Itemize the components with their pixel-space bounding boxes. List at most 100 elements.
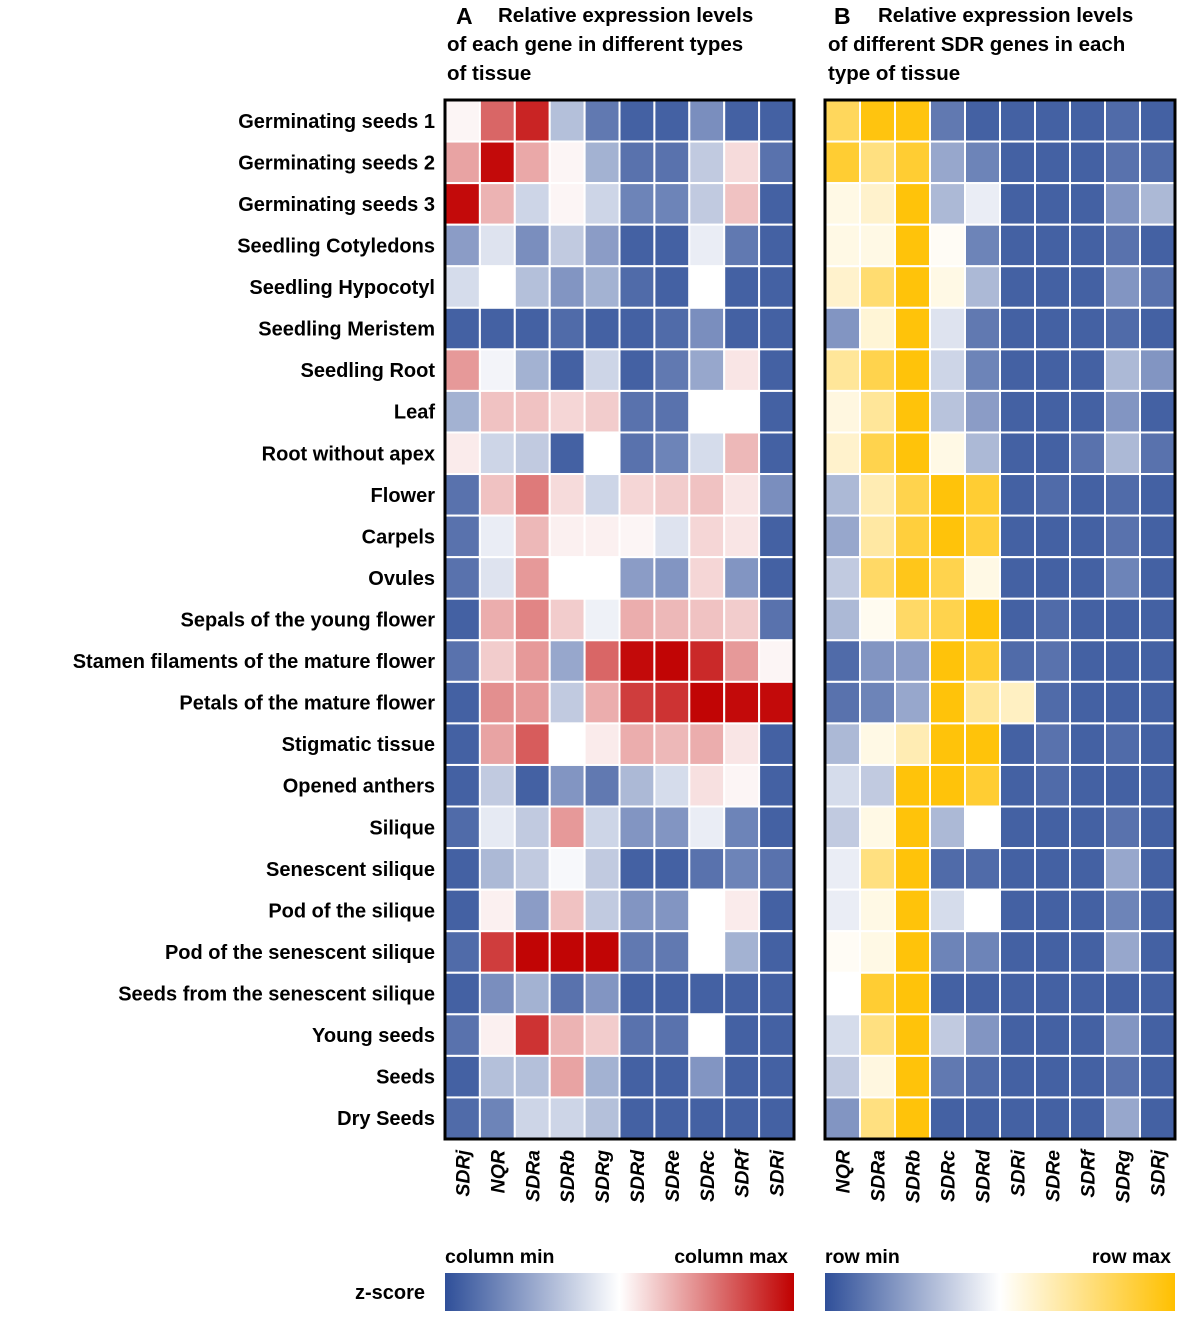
heatmap-b-cell [1069,473,1106,517]
heatmap-a-cell [444,514,481,559]
heatmap-a-cell [548,805,586,850]
heatmap-b-cell [964,722,1001,766]
heatmap-b-cell [859,265,896,309]
row-label: Silique [369,817,435,839]
heatmap-a-cell [478,473,516,517]
heatmap-b-cell [999,556,1036,600]
heatmap-b-cell [964,140,1001,185]
heatmap-a-cell [758,265,795,309]
heatmap-a-cell [618,1013,656,1057]
heatmap-a-cell [723,805,761,850]
heatmap-a-cell [723,140,761,185]
heatmap-b-cell [859,556,896,600]
heatmap-a-cell [513,680,551,725]
heatmap-a-cell [723,223,761,268]
heatmap-a-cell [688,140,726,185]
heatmap-b-cell [929,140,966,185]
row-label: Seedling Root [301,360,436,382]
heatmap-b-cell [929,930,966,974]
heatmap-b-cell [964,680,1001,725]
heatmap-b-cell [929,763,966,808]
heatmap-a-cell [688,306,726,351]
heatmap-a-cell [688,888,726,933]
heatmap-b-cell [824,763,861,808]
heatmap-b-cell [999,805,1036,850]
heatmap-b-cell [1104,847,1141,891]
heatmap-a-cell [653,514,691,559]
heatmap-b-cell [1034,99,1071,143]
heatmap-a-column-label: SDRa [522,1150,544,1202]
heatmap-a-cell [758,389,795,434]
heatmap-b-cell [1139,556,1176,600]
heatmap-a-cell [723,1054,761,1099]
heatmap-b-cell [1139,763,1176,808]
heatmap-b-cell [964,514,1001,559]
heatmap-a-cell [758,1096,795,1140]
heatmap-b-cell [999,597,1036,642]
heatmap-b-cell [999,431,1036,476]
heatmap-a-cell [758,223,795,268]
heatmap-b-cell [894,888,931,933]
heatmap-a-cell [513,763,551,808]
heatmap-a-cell [513,1096,551,1140]
panel-a-title-line-3: of tissue [447,62,531,85]
heatmap-a-cell [653,1054,691,1099]
heatmap-b-column-label: SDRd [973,1149,995,1203]
heatmap-b-cell [894,265,931,309]
heatmap-a-cell [758,140,795,185]
heatmap-a-cell [478,680,516,725]
heatmap-b-cell [824,639,861,683]
heatmap-b-cell [1034,514,1071,559]
heatmap-b-cell [894,389,931,434]
heatmap-a-cell [548,431,586,476]
heatmap-b-cell [964,431,1001,476]
heatmap-b-cell [1104,431,1141,476]
heatmap-b-cell [964,182,1001,226]
heatmap-b-cell [929,805,966,850]
heatmap-b-column-label: SDRj [1148,1149,1170,1196]
row-label: Seeds from the senescent silique [118,984,435,1006]
heatmap-b-cell [929,99,966,143]
heatmap-a-cell [758,597,795,642]
heatmap-a-cell [688,514,726,559]
heatmap-b-cell [894,514,931,559]
heatmap-a-cell [653,1013,691,1057]
heatmap-a-cell [478,1096,516,1140]
heatmap-b-cell [1139,888,1176,933]
heatmap-a-cell [444,265,481,309]
heatmap-b-cell [999,223,1036,268]
heatmap-b-cell [1139,182,1176,226]
heatmap-a-cell [478,639,516,683]
heatmap-b-cell [1139,389,1176,434]
heatmap-b-cell [929,473,966,517]
heatmap-a-cell [723,1013,761,1057]
heatmap-a-cell [618,639,656,683]
heatmap-a-cell [583,680,621,725]
row-label: Seeds [376,1067,435,1089]
heatmap-b-cell [1104,306,1141,351]
row-label: Senescent silique [266,859,435,881]
heatmap-b-cell [894,722,931,766]
heatmap-b-cell [894,847,931,891]
heatmap-b-cell [894,99,931,143]
heatmap-a-cell [653,556,691,600]
heatmap-a-cell [653,847,691,891]
row-label: Carpels [362,526,435,548]
heatmap-a-cell [653,99,691,143]
heatmap-b-cell [894,182,931,226]
heatmap-b-cell [1139,99,1176,143]
row-label: Opened anthers [283,776,435,798]
heatmap-a-column-label: NQR [487,1150,509,1193]
heatmap-a-cell [653,597,691,642]
heatmap-b-cell [824,99,861,143]
panel-a-title: A Relative expression levels of each gen… [447,3,753,85]
heatmap-a-cell [653,1096,691,1140]
heatmap-a-cell [758,1054,795,1099]
heatmap-a-cell [583,389,621,434]
heatmap-b-cell [929,1096,966,1140]
heatmap-a-cell [513,805,551,850]
heatmap-b-cell [824,265,861,309]
heatmap-b-cell [859,182,896,226]
heatmap-a-cell [478,556,516,600]
